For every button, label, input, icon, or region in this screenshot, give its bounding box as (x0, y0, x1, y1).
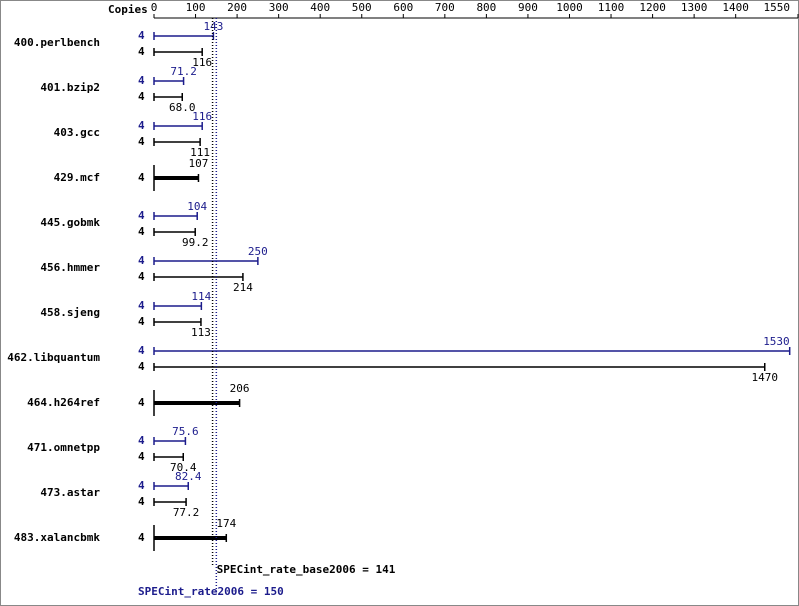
category-label: 456.hmmer (40, 261, 100, 274)
copies-label: 4 (138, 29, 145, 42)
x-tick-label: 1400 (722, 1, 749, 14)
x-tick-label: 500 (352, 1, 372, 14)
category-label: 403.gcc (54, 126, 100, 139)
copies-label: 4 (138, 360, 145, 373)
value-label: 113 (191, 326, 211, 339)
value-label: 71.2 (170, 65, 197, 78)
value-label: 77.2 (173, 506, 200, 519)
copies-label: 4 (138, 254, 145, 267)
copies-label: 4 (138, 315, 145, 328)
x-tick-label: 800 (476, 1, 496, 14)
copies-label: 4 (138, 45, 145, 58)
category-label: 471.omnetpp (27, 441, 100, 454)
x-tick-label: 1550 (764, 1, 791, 14)
copies-label: 4 (138, 450, 145, 463)
category-label: 462.libquantum (7, 351, 100, 364)
x-axis-label: Copies (108, 3, 148, 16)
x-tick-label: 1200 (639, 1, 666, 14)
copies-label: 4 (138, 171, 145, 184)
copies-label: 4 (138, 344, 145, 357)
copies-label: 4 (138, 90, 145, 103)
value-label: 250 (248, 245, 268, 258)
x-tick-label: 1300 (681, 1, 708, 14)
category-label: 445.gobmk (40, 216, 100, 229)
x-tick-label: 300 (269, 1, 289, 14)
mean-label: SPECint_rate_base2006 = 141 (217, 563, 396, 576)
value-label: 70.4 (170, 461, 197, 474)
value-label: 143 (203, 20, 223, 33)
value-label: 99.2 (182, 236, 209, 249)
category-label: 400.perlbench (14, 36, 100, 49)
category-label: 483.xalancbmk (14, 531, 100, 544)
x-tick-label: 0 (151, 1, 158, 14)
value-label: 82.4 (175, 470, 202, 483)
value-label: 114 (191, 290, 211, 303)
value-label: 174 (216, 517, 236, 530)
category-label: 458.sjeng (40, 306, 100, 319)
copies-label: 4 (138, 531, 145, 544)
x-tick-label: 700 (435, 1, 455, 14)
copies-label: 4 (138, 479, 145, 492)
category-label: 401.bzip2 (40, 81, 100, 94)
x-tick-label: 200 (227, 1, 247, 14)
copies-label: 4 (138, 135, 145, 148)
copies-label: 4 (138, 225, 145, 238)
category-label: 464.h264ref (27, 396, 100, 409)
value-label: 104 (187, 200, 207, 213)
mean-label: SPECint_rate2006 = 150 (138, 585, 284, 598)
copies-label: 4 (138, 270, 145, 283)
x-tick-label: 100 (186, 1, 206, 14)
copies-label: 4 (138, 299, 145, 312)
value-label: 1470 (752, 371, 779, 384)
value-label: 214 (233, 281, 253, 294)
x-tick-label: 600 (393, 1, 413, 14)
value-label: 1530 (763, 335, 790, 348)
value-label: 68.0 (169, 101, 196, 114)
copies-label: 4 (138, 495, 145, 508)
value-label: 116 (192, 56, 212, 69)
copies-label: 4 (138, 434, 145, 447)
x-tick-label: 900 (518, 1, 538, 14)
value-label: 75.6 (172, 425, 199, 438)
copies-label: 4 (138, 119, 145, 132)
value-label: 116 (192, 110, 212, 123)
x-tick-label: 400 (310, 1, 330, 14)
value-label: 107 (189, 157, 209, 170)
value-label: 111 (190, 146, 210, 159)
category-label: 473.astar (40, 486, 100, 499)
category-label: 429.mcf (54, 171, 100, 184)
value-label: 206 (230, 382, 250, 395)
copies-label: 4 (138, 74, 145, 87)
copies-label: 4 (138, 396, 145, 409)
x-tick-label: 1100 (598, 1, 625, 14)
copies-label: 4 (138, 209, 145, 222)
x-tick-label: 1000 (556, 1, 583, 14)
